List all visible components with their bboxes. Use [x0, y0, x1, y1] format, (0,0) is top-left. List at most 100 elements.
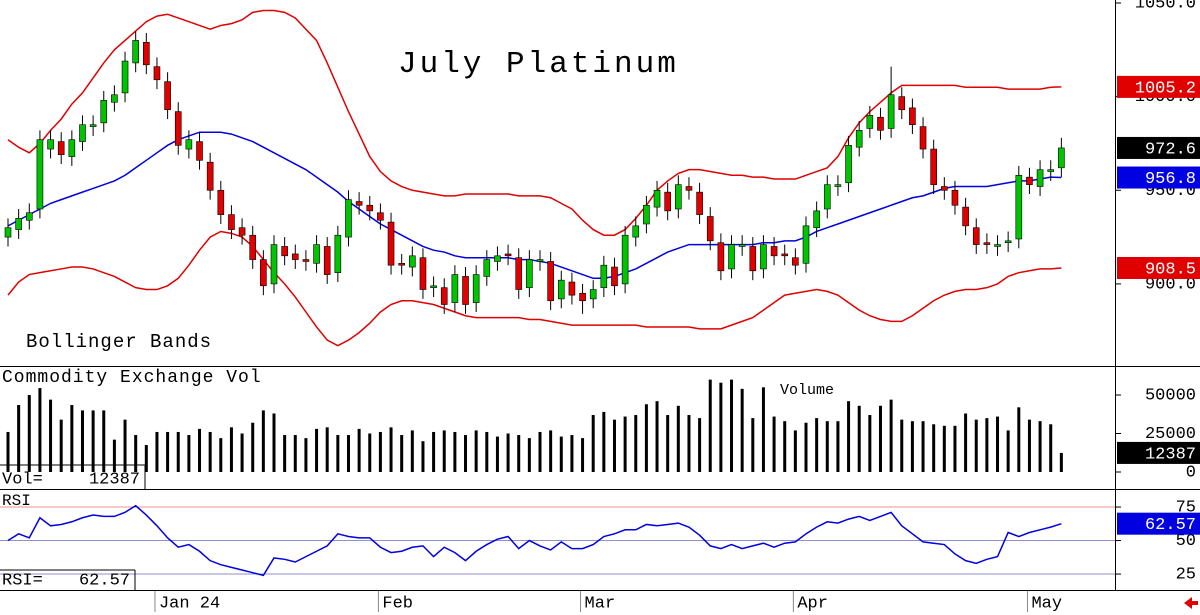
volume-bar: [336, 435, 340, 472]
candle-body: [717, 242, 725, 272]
bollinger-band: [7, 9, 1062, 236]
volume-bar: [155, 431, 159, 472]
volume-bar: [198, 428, 202, 472]
candle-body: [206, 161, 214, 191]
volume-bar: [102, 410, 106, 472]
volume-bar: [485, 431, 489, 472]
candle-body: [664, 191, 671, 212]
volume-bar: [357, 428, 361, 472]
volume-bar: [59, 419, 63, 472]
candle-body: [930, 148, 937, 185]
candle-body: [802, 225, 810, 264]
candle-body: [36, 139, 44, 210]
volume-bar: [815, 418, 819, 472]
last-value-box: [1117, 75, 1200, 98]
volume-bar: [772, 416, 776, 472]
candle-body: [792, 257, 799, 266]
candle-body: [781, 253, 789, 257]
candle-body: [472, 274, 480, 303]
candle-body: [57, 141, 65, 155]
volume-bar: [421, 441, 425, 472]
candle-body: [728, 244, 735, 270]
volume-bar: [517, 435, 521, 472]
x-tick-label: Mar: [585, 594, 616, 613]
volume-bar: [730, 379, 734, 472]
last-value-label: 956.8: [1145, 170, 1196, 189]
readout-value: 62.57: [79, 571, 130, 590]
candle-body: [143, 42, 150, 66]
panel-title: RSI: [2, 492, 31, 510]
scroll-arrow[interactable]: [1184, 597, 1198, 609]
volume-bar: [80, 410, 84, 472]
bollinger-band: [7, 131, 1062, 280]
volume-bar: [1038, 421, 1042, 472]
last-value-label: 972.6: [1145, 140, 1196, 159]
candle-body: [568, 281, 576, 296]
volume-bar: [974, 419, 978, 472]
candle-body: [164, 81, 171, 111]
volume-bar: [432, 431, 436, 472]
candle-body: [440, 287, 448, 305]
candle-body: [749, 246, 757, 272]
volume-bar: [134, 435, 138, 472]
volume-bar: [655, 401, 659, 472]
candle-body: [738, 244, 746, 247]
candle-body: [451, 274, 459, 303]
last-value-box: [1117, 256, 1200, 279]
y-tick-label: 0: [1186, 463, 1196, 482]
candle-body: [228, 214, 235, 230]
volume-bar: [6, 431, 10, 472]
candle-body: [823, 184, 831, 210]
volume-bar: [996, 416, 1000, 472]
volume-bar: [847, 401, 851, 472]
candle-body: [983, 242, 991, 245]
candle-body: [1026, 176, 1033, 185]
last-value-label: 62.57: [1145, 516, 1196, 535]
candle-body: [377, 212, 384, 221]
candle-body: [770, 246, 778, 257]
candle-body: [153, 66, 161, 81]
candle-body: [919, 126, 927, 150]
volume-bar: [49, 399, 53, 472]
candle-body: [1047, 169, 1055, 172]
candle-body: [536, 259, 544, 262]
volume-bar: [1049, 424, 1053, 472]
volume-bar: [91, 410, 95, 472]
volume-bar: [17, 405, 21, 472]
readout-value: 12387: [89, 470, 140, 489]
last-value-box: [1117, 441, 1200, 464]
candle-body: [600, 264, 608, 288]
candle-body: [15, 218, 22, 230]
volume-bar: [442, 430, 446, 472]
rsi-line: [7, 504, 1062, 577]
candle-body: [547, 261, 554, 302]
volume-bar: [634, 415, 638, 472]
volume-bar: [900, 419, 904, 472]
volume-bar: [708, 379, 712, 472]
candle-body: [813, 210, 820, 229]
volume-bar: [570, 435, 574, 472]
candle-body: [951, 189, 959, 206]
volume-bar: [368, 433, 372, 472]
candle-body: [68, 139, 76, 157]
candle-body: [398, 263, 405, 266]
candle-body: [185, 139, 193, 150]
candle-body: [706, 216, 714, 242]
volume-bar: [687, 415, 691, 472]
candle-body: [111, 94, 118, 103]
candle-body: [557, 279, 565, 300]
candle-body: [504, 253, 512, 257]
candle-body: [345, 199, 352, 238]
volume-bar: [676, 405, 680, 472]
volume-bar: [346, 435, 350, 472]
candle-body: [419, 257, 427, 290]
volume-bar: [602, 411, 606, 472]
volume-bar: [591, 415, 595, 472]
candle-body: [696, 191, 703, 215]
candle-body: [174, 111, 182, 146]
volume-bar: [219, 438, 223, 472]
volume-bar: [825, 421, 829, 472]
candle-body: [302, 259, 310, 262]
volume-bar: [964, 413, 968, 472]
